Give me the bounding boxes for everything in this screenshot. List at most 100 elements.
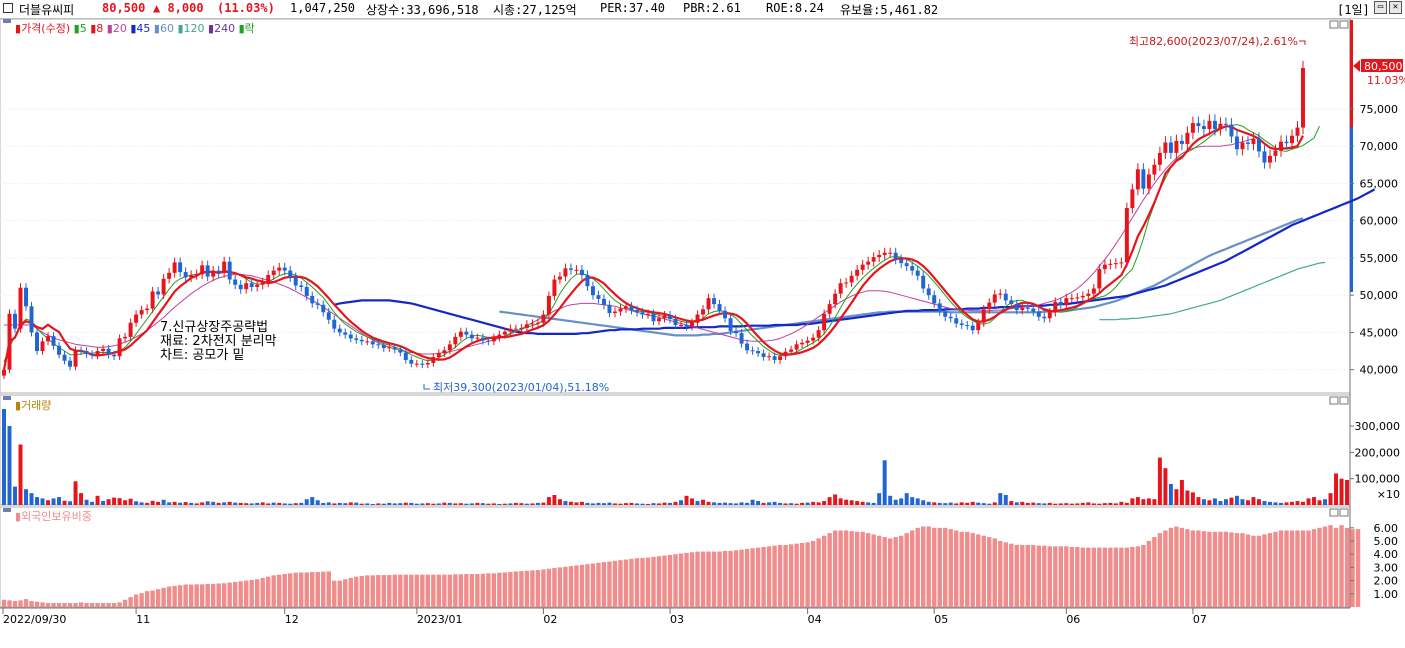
volume-bar xyxy=(915,498,920,505)
foreign-ratio-bar xyxy=(249,579,254,607)
candle-body xyxy=(546,295,551,315)
volume-tick-label: 200,000 xyxy=(1355,446,1401,459)
volume-bar xyxy=(761,502,766,505)
volume-bar xyxy=(662,502,667,505)
x-tick-label: 04 xyxy=(808,613,822,626)
volume-bar xyxy=(739,502,744,505)
foreign-ratio-bar xyxy=(612,560,618,607)
volume-bar xyxy=(1345,480,1350,505)
candle-body xyxy=(370,341,375,345)
volume-bar xyxy=(1262,501,1267,505)
foreign-ratio-bar xyxy=(1306,530,1311,607)
foreign-ratio-bar xyxy=(62,603,67,607)
candle-body xyxy=(222,261,227,273)
foreign-ratio-bar xyxy=(1212,531,1218,607)
volume-bar xyxy=(51,498,56,505)
candle-body xyxy=(1196,123,1201,127)
foreign-ratio-bar xyxy=(133,594,139,607)
foreign-ratio-bar xyxy=(78,602,84,607)
volume-bar xyxy=(310,497,315,505)
candle-body xyxy=(112,354,117,357)
candle-body xyxy=(167,272,172,279)
foreign-ratio-bar xyxy=(1284,530,1289,607)
volume-bar xyxy=(172,501,177,505)
candle-body xyxy=(211,270,216,277)
candle-body xyxy=(277,267,282,271)
volume-bar xyxy=(519,503,524,505)
candle-body xyxy=(651,313,656,322)
volume-bar xyxy=(1306,498,1311,505)
window-checkbox[interactable] xyxy=(3,3,13,13)
volume-bar xyxy=(1207,500,1212,505)
foreign-ratio-bar xyxy=(7,600,12,607)
foreign-ratio-bar xyxy=(1124,547,1130,607)
foreign-ratio-bar xyxy=(585,564,590,607)
candle-body xyxy=(46,336,51,342)
minimize-panel-icon[interactable] xyxy=(1329,508,1339,517)
candle-body xyxy=(717,304,722,311)
price-gridlines xyxy=(0,108,1350,371)
foreign-ratio-bar xyxy=(458,574,464,607)
foreign-ratio-bar xyxy=(210,583,216,607)
volume-bar xyxy=(1091,503,1096,505)
volume-bar xyxy=(117,498,122,505)
foreign-ratio-bar xyxy=(1069,546,1075,607)
foreign-ratio-bar xyxy=(1289,530,1295,607)
candle-body xyxy=(926,288,931,296)
candle-body xyxy=(1097,269,1102,289)
volume-bar xyxy=(838,498,843,505)
candle-body xyxy=(381,345,386,349)
volume-bar xyxy=(106,499,111,505)
volume-bar xyxy=(981,503,986,505)
candle-body xyxy=(332,319,337,329)
volume-bar xyxy=(1102,503,1107,505)
foreign-ratio-bar xyxy=(376,575,381,607)
legend-price: ▮가격(수정) ▮5 ▮8 ▮20 ▮45 ▮60 ▮120 ▮240 ▮락 xyxy=(15,22,255,35)
candle-body xyxy=(1295,127,1300,136)
candle-body xyxy=(607,304,612,314)
candle-body xyxy=(1267,155,1272,163)
candle-body xyxy=(761,353,766,357)
minimize-panel-icon[interactable] xyxy=(1329,396,1339,405)
maximize-panel-icon[interactable] xyxy=(1339,396,1349,405)
candle-body xyxy=(172,262,177,273)
candle-body xyxy=(932,295,937,304)
candle-body xyxy=(563,268,568,277)
period-button[interactable]: [1일] xyxy=(1337,3,1370,17)
price-tick-label: 75,000 xyxy=(1360,103,1399,116)
candle-body xyxy=(1240,142,1245,150)
foreign-ratio-bar xyxy=(166,586,172,607)
price-change: ▲ 8,000 xyxy=(153,1,204,15)
volume-bar xyxy=(128,498,133,505)
candle-body xyxy=(1301,67,1305,128)
foreign-ratio-bar xyxy=(1146,541,1152,607)
foreign-ratio-bar xyxy=(656,556,662,607)
maximize-panel-icon[interactable] xyxy=(1339,508,1349,517)
candle-body xyxy=(1179,140,1184,144)
foreign-ratio-bar xyxy=(563,566,568,607)
volume-bar xyxy=(266,503,271,505)
candle-body xyxy=(387,347,392,349)
candle-body xyxy=(519,327,524,329)
candle-body xyxy=(453,336,458,345)
close-icon[interactable]: ✕ xyxy=(1389,1,1402,14)
candle-body xyxy=(282,267,287,271)
volume-bar xyxy=(1053,503,1058,505)
volume-bar xyxy=(684,495,689,505)
candle-body xyxy=(403,352,408,360)
foreign-ratio-bar xyxy=(832,530,838,607)
foreign-ratio-bar xyxy=(1311,529,1317,607)
foreign-ratio-bar xyxy=(921,526,926,607)
minimize-panel-icon[interactable] xyxy=(1329,20,1339,29)
current-price: 80,500 xyxy=(102,1,146,15)
volume-bar xyxy=(348,502,353,505)
foreign-ratio-bar xyxy=(310,572,315,607)
maximize-panel-icon[interactable] xyxy=(1339,20,1349,29)
restore-icon[interactable]: ▭ xyxy=(1374,1,1387,14)
foreign-ratio-bar xyxy=(1174,526,1179,607)
foreign-ratio-bar xyxy=(106,603,111,607)
x-tick-label: 12 xyxy=(285,613,299,626)
volume-bar xyxy=(552,495,557,505)
volume-bar xyxy=(965,502,970,505)
volume-bar xyxy=(1003,495,1008,505)
